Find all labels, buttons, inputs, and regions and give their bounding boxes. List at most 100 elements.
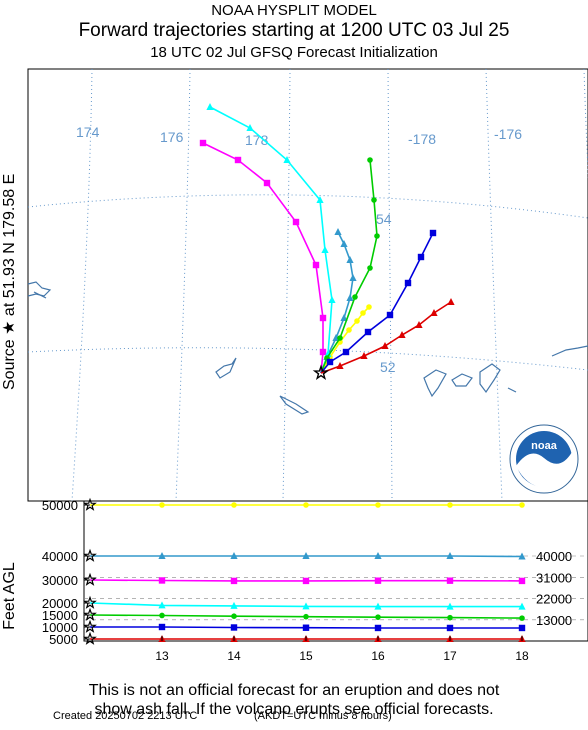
height-point-20000-3 (302, 602, 310, 610)
trajectory-point-20000-6 (206, 103, 214, 110)
height-right-axis: 40000 31000 22000 13000 (536, 549, 572, 628)
height-series (89, 502, 526, 642)
height-point-40000-3 (302, 552, 310, 559)
meridian-neg176 (583, 68, 588, 181)
y-left-tick-label-20000: 20000 (42, 596, 78, 611)
height-point-30000-3 (302, 577, 310, 585)
x-tick-label-13: 13 (155, 649, 169, 663)
trajectory-point-50000-4 (360, 310, 366, 316)
trajectory-point-30000-1 (319, 314, 327, 322)
trajectory-point-10000-6 (429, 229, 437, 237)
height-point-30000-2 (230, 577, 238, 585)
y-right-tick-label-31000: 31000 (536, 571, 572, 586)
height-point-30000-5 (446, 577, 454, 584)
source-star-icon (312, 364, 330, 381)
height-point-30000-6 (518, 577, 526, 585)
trajectory-point-30000-3 (292, 218, 300, 226)
y-right-tick-label-13000: 13000 (536, 613, 572, 628)
height-start-star-5000 (83, 631, 97, 645)
noaa-logo: noaa (509, 424, 579, 494)
height-point-15000-3 (303, 613, 309, 620)
island-west-b (33, 291, 47, 299)
island-b (279, 395, 310, 415)
trajectory-line-10000 (320, 232, 434, 374)
trajectory-point-20000-5 (246, 124, 254, 131)
island-a (215, 357, 237, 379)
trajectory-point-50000-2 (346, 327, 352, 333)
trajectory-point-15000-3 (367, 265, 373, 271)
height-point-10000-4 (374, 624, 382, 632)
height-point-50000-3 (303, 502, 309, 508)
x-tick-label-16: 16 (371, 649, 385, 663)
trajectory-point-5000-5 (430, 309, 438, 316)
trajectory-point-5000-4 (415, 321, 423, 328)
trajectory-point-20000-4 (283, 156, 291, 163)
time-axis: 13 14 15 16 17 18 (155, 636, 529, 663)
meridian-174 (71, 68, 93, 502)
island-west-a (27, 281, 52, 297)
trajectory-point-40000-4 (349, 274, 357, 281)
height-point-15000-1 (159, 612, 165, 619)
trajectory-line-15000 (320, 159, 378, 374)
height-point-15000-6 (519, 615, 525, 621)
trajectory-point-30000-5 (234, 156, 242, 164)
chart-subtitle: 18 UTC 02 Jul GFSQ Forecast Initializati… (150, 44, 438, 61)
trajectory-plot (199, 103, 455, 374)
height-point-20000-4 (374, 602, 382, 610)
height-point-50000-4 (375, 502, 381, 508)
x-tick-label-14: 14 (227, 649, 241, 663)
noaa-logo-text: noaa (531, 440, 558, 452)
y-left-tick-label-10000: 10000 (42, 620, 78, 635)
y-left-tick-label-50000: 50000 (42, 498, 78, 513)
y-left-tick-label-30000: 30000 (42, 573, 78, 588)
height-start-star-15000 (83, 607, 97, 621)
height-start-star-10000 (83, 619, 97, 633)
trajectory-point-10000-2 (364, 328, 372, 336)
height-point-30000-4 (374, 577, 382, 584)
trajectory-point-40000-3 (346, 294, 354, 301)
coastlines (27, 281, 588, 415)
trajectory-point-20000-0 (324, 350, 332, 357)
trajectory-point-40000-7 (334, 228, 342, 235)
height-point-50000-1 (159, 502, 165, 508)
lon-label-neg176: -176 (494, 126, 522, 142)
lon-label-178: 178 (245, 132, 269, 148)
y-right-tick-label-40000: 40000 (536, 549, 572, 564)
x-tick-label-18: 18 (515, 649, 529, 663)
height-point-15000-2 (231, 613, 237, 619)
lon-label-176: 176 (160, 129, 184, 145)
disclaimer-line-1: This is not an official forecast for an … (88, 682, 500, 699)
chart-title: Forward trajectories starting at 1200 UT… (78, 20, 510, 41)
trajectory-point-40000-5 (346, 256, 354, 263)
trajectory-point-30000-2 (312, 261, 320, 269)
parallel-54 (27, 194, 588, 219)
height-point-50000-5 (447, 502, 453, 508)
trajectory-point-10000-3 (386, 311, 394, 319)
trajectory-point-40000-2 (340, 314, 348, 321)
trajectory-point-5000-2 (381, 342, 389, 349)
meridian-176 (175, 68, 191, 502)
island-d (451, 373, 473, 387)
trajectory-point-30000-6 (199, 139, 207, 147)
created-timestamp: Created 20250702 2213 UTC (53, 710, 198, 722)
height-point-15000-4 (375, 614, 381, 620)
island-e (479, 363, 501, 394)
disclaimer-line-2: show ash fall. If the volcano erupts see… (94, 701, 494, 718)
trajectory-point-10000-5 (417, 253, 425, 261)
timezone-note: (AKDT=UTC minus 8 hours) (254, 710, 392, 722)
height-point-50000-6 (519, 502, 525, 508)
map-graticule (27, 68, 588, 502)
trajectory-point-50000-3 (354, 318, 360, 324)
source-location-label: Source ★ at 51.93 N 179.58 E (1, 174, 18, 390)
trajectory-point-5000-6 (447, 298, 455, 305)
trajectory-line-30000 (202, 142, 324, 374)
trajectory-point-5000-3 (398, 331, 406, 338)
lat-label-54: 54 (376, 211, 392, 227)
y-left-tick-label-5000: 5000 (49, 632, 78, 647)
trajectory-point-30000-4 (263, 179, 271, 187)
trajectory-point-5000-1 (360, 352, 368, 359)
trajectory-point-15000-4 (374, 233, 380, 239)
height-point-40000-2 (230, 552, 238, 559)
height-start-star-20000 (83, 595, 97, 609)
